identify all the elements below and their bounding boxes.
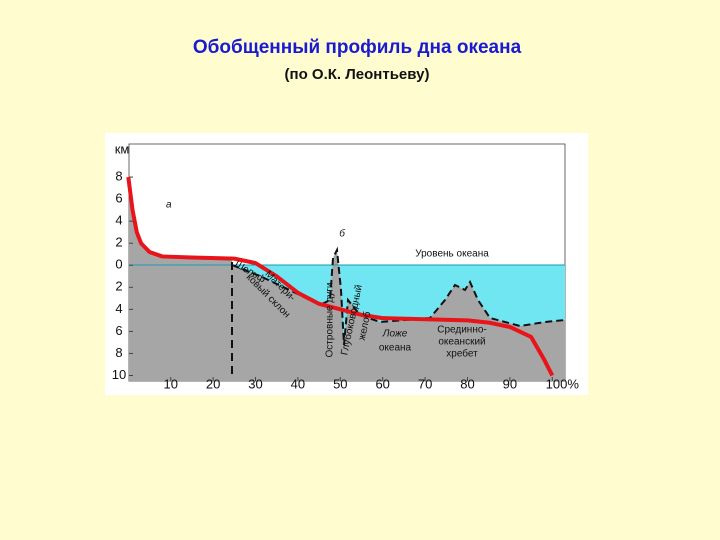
y-tick-label: 10 <box>112 367 126 382</box>
y-axis-label: км <box>115 141 130 156</box>
y-tick-label: 0 <box>115 257 122 272</box>
annotation: хребет <box>446 348 478 360</box>
chart-subtitle: (по О.К. Леонтьеву) <box>285 66 430 83</box>
x-tick-label: 10 <box>163 376 177 391</box>
x-tick-label: 90 <box>503 376 517 391</box>
annotation: Ложе <box>382 329 408 340</box>
x-tick-label: 40 <box>291 376 305 391</box>
y-tick-label: 4 <box>115 213 122 228</box>
y-tick-label: 6 <box>115 323 122 338</box>
annotation: Срединно- <box>437 325 486 336</box>
annotation: океана <box>379 343 412 354</box>
y-tick-label: 8 <box>115 169 122 184</box>
series-pointer <box>141 206 161 219</box>
y-tick-label: 4 <box>115 301 122 316</box>
y-tick-label: 2 <box>115 235 122 250</box>
y-tick-label: 6 <box>115 191 122 206</box>
x-tick-label: 50 <box>333 376 347 391</box>
x-tick-label: 60 <box>375 376 389 391</box>
x-tick-label: 20 <box>206 376 220 391</box>
annotation: Уровень океана <box>415 249 489 260</box>
chart-title: Обобщенный профиль дна океана <box>193 37 522 58</box>
y-tick-label: 8 <box>115 345 122 360</box>
x-tick-label: 100% <box>546 376 580 391</box>
annotation: б <box>339 228 345 240</box>
x-tick-label: 80 <box>460 376 474 391</box>
series-label: а <box>166 200 172 211</box>
y-tick-label: 2 <box>115 279 122 294</box>
x-tick-label: 30 <box>248 376 262 391</box>
seafloor <box>129 177 565 381</box>
annotation: Островные дуги <box>325 283 336 358</box>
annotation: океанский <box>438 337 485 348</box>
x-tick-label: 70 <box>418 376 432 391</box>
bottom-profile <box>231 246 566 346</box>
data-line <box>126 176 555 377</box>
